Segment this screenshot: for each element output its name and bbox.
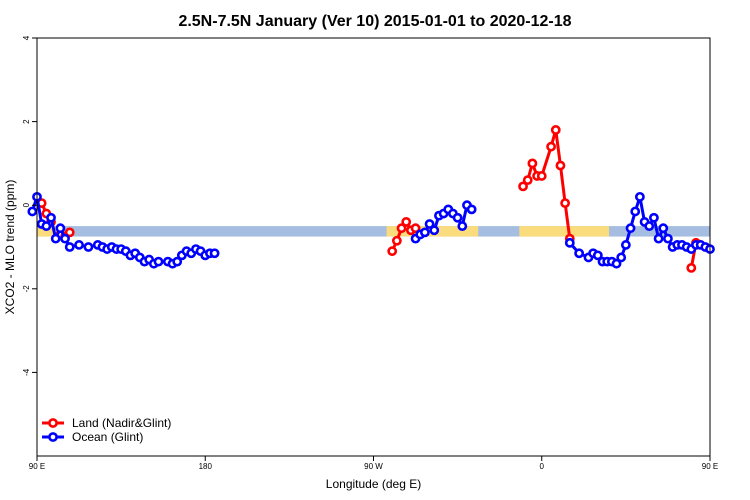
- data-point: [620, 240, 631, 250]
- data-point: [644, 221, 655, 231]
- data-point: [74, 240, 84, 250]
- data-point: [466, 204, 477, 215]
- x-tick-label: 0: [540, 462, 545, 471]
- data-point: [64, 227, 75, 238]
- series-ocean: [27, 191, 715, 269]
- data-point: [592, 250, 603, 261]
- x-axis-label: Longitude (deg E): [326, 477, 421, 491]
- data-point: [55, 223, 66, 234]
- data-point: [536, 171, 547, 181]
- data-point: [630, 206, 641, 217]
- data-point: [172, 256, 183, 267]
- data-point: [611, 258, 622, 269]
- legend-entry: Land (Nadir&Glint): [72, 416, 171, 430]
- x-tick-label: 90 W: [364, 462, 383, 471]
- data-point: [41, 221, 52, 231]
- x-tick-label: 90 E: [29, 462, 45, 471]
- data-point: [50, 233, 61, 244]
- data-point: [410, 223, 421, 234]
- data-point: [46, 212, 56, 223]
- legend: Land (Nadir&Glint)Ocean (Glint): [42, 416, 171, 444]
- data-point: [634, 191, 645, 202]
- y-tick-label: 4: [22, 35, 31, 40]
- data-point: [564, 237, 575, 248]
- land-band: [37, 226, 64, 237]
- data-point: [401, 217, 412, 227]
- data-point: [396, 223, 407, 234]
- data-point: [27, 206, 38, 217]
- data-point: [153, 256, 164, 267]
- data-point: [424, 219, 435, 229]
- data-point: [457, 221, 468, 231]
- data-point: [658, 223, 669, 234]
- data-point: [616, 252, 627, 263]
- data-point: [83, 242, 94, 252]
- data-point: [518, 181, 528, 192]
- legend-marker: [48, 418, 58, 428]
- y-tick-label: -4: [22, 368, 31, 376]
- data-point: [663, 233, 673, 244]
- data-point: [546, 141, 556, 152]
- land-band: [519, 226, 610, 237]
- data-point: [527, 158, 538, 169]
- data-point: [420, 227, 430, 238]
- x-tick-label: 90 E: [702, 462, 718, 471]
- y-tick-label: -2: [22, 285, 31, 293]
- data-point: [429, 225, 440, 236]
- data-point: [555, 160, 566, 171]
- y-tick-label: 2: [22, 119, 31, 124]
- data-point: [649, 212, 659, 223]
- data-point: [522, 175, 533, 186]
- land-ocean-band: [37, 226, 710, 237]
- data-point: [452, 212, 463, 223]
- series-layer: [27, 125, 715, 273]
- data-point: [209, 248, 220, 259]
- axes: 90 E 180 90 W 0 90 E 4 2 0 -2 -4: [22, 35, 718, 471]
- data-point: [574, 248, 585, 259]
- data-point: [64, 242, 75, 252]
- data-point: [560, 198, 571, 209]
- legend-marker: [48, 432, 58, 442]
- data-point: [686, 262, 697, 273]
- legend-entry: Ocean (Glint): [72, 430, 143, 444]
- data-point: [387, 246, 398, 257]
- chart-title: 2.5N-7.5N January (Ver 10) 2015-01-01 to…: [178, 13, 571, 30]
- plot-frame: [36, 37, 711, 457]
- data-point: [625, 223, 636, 234]
- data-point: [60, 233, 70, 244]
- x-tick-label: 180: [199, 462, 213, 471]
- data-point: [550, 125, 561, 135]
- y-tick-label: 0: [22, 202, 31, 207]
- ocean-band: [37, 226, 710, 237]
- y-axis-label: XCO2 - MLO trend (ppm): [3, 180, 17, 315]
- series-line: [521, 129, 572, 239]
- data-point: [391, 235, 402, 246]
- data-point: [653, 233, 664, 244]
